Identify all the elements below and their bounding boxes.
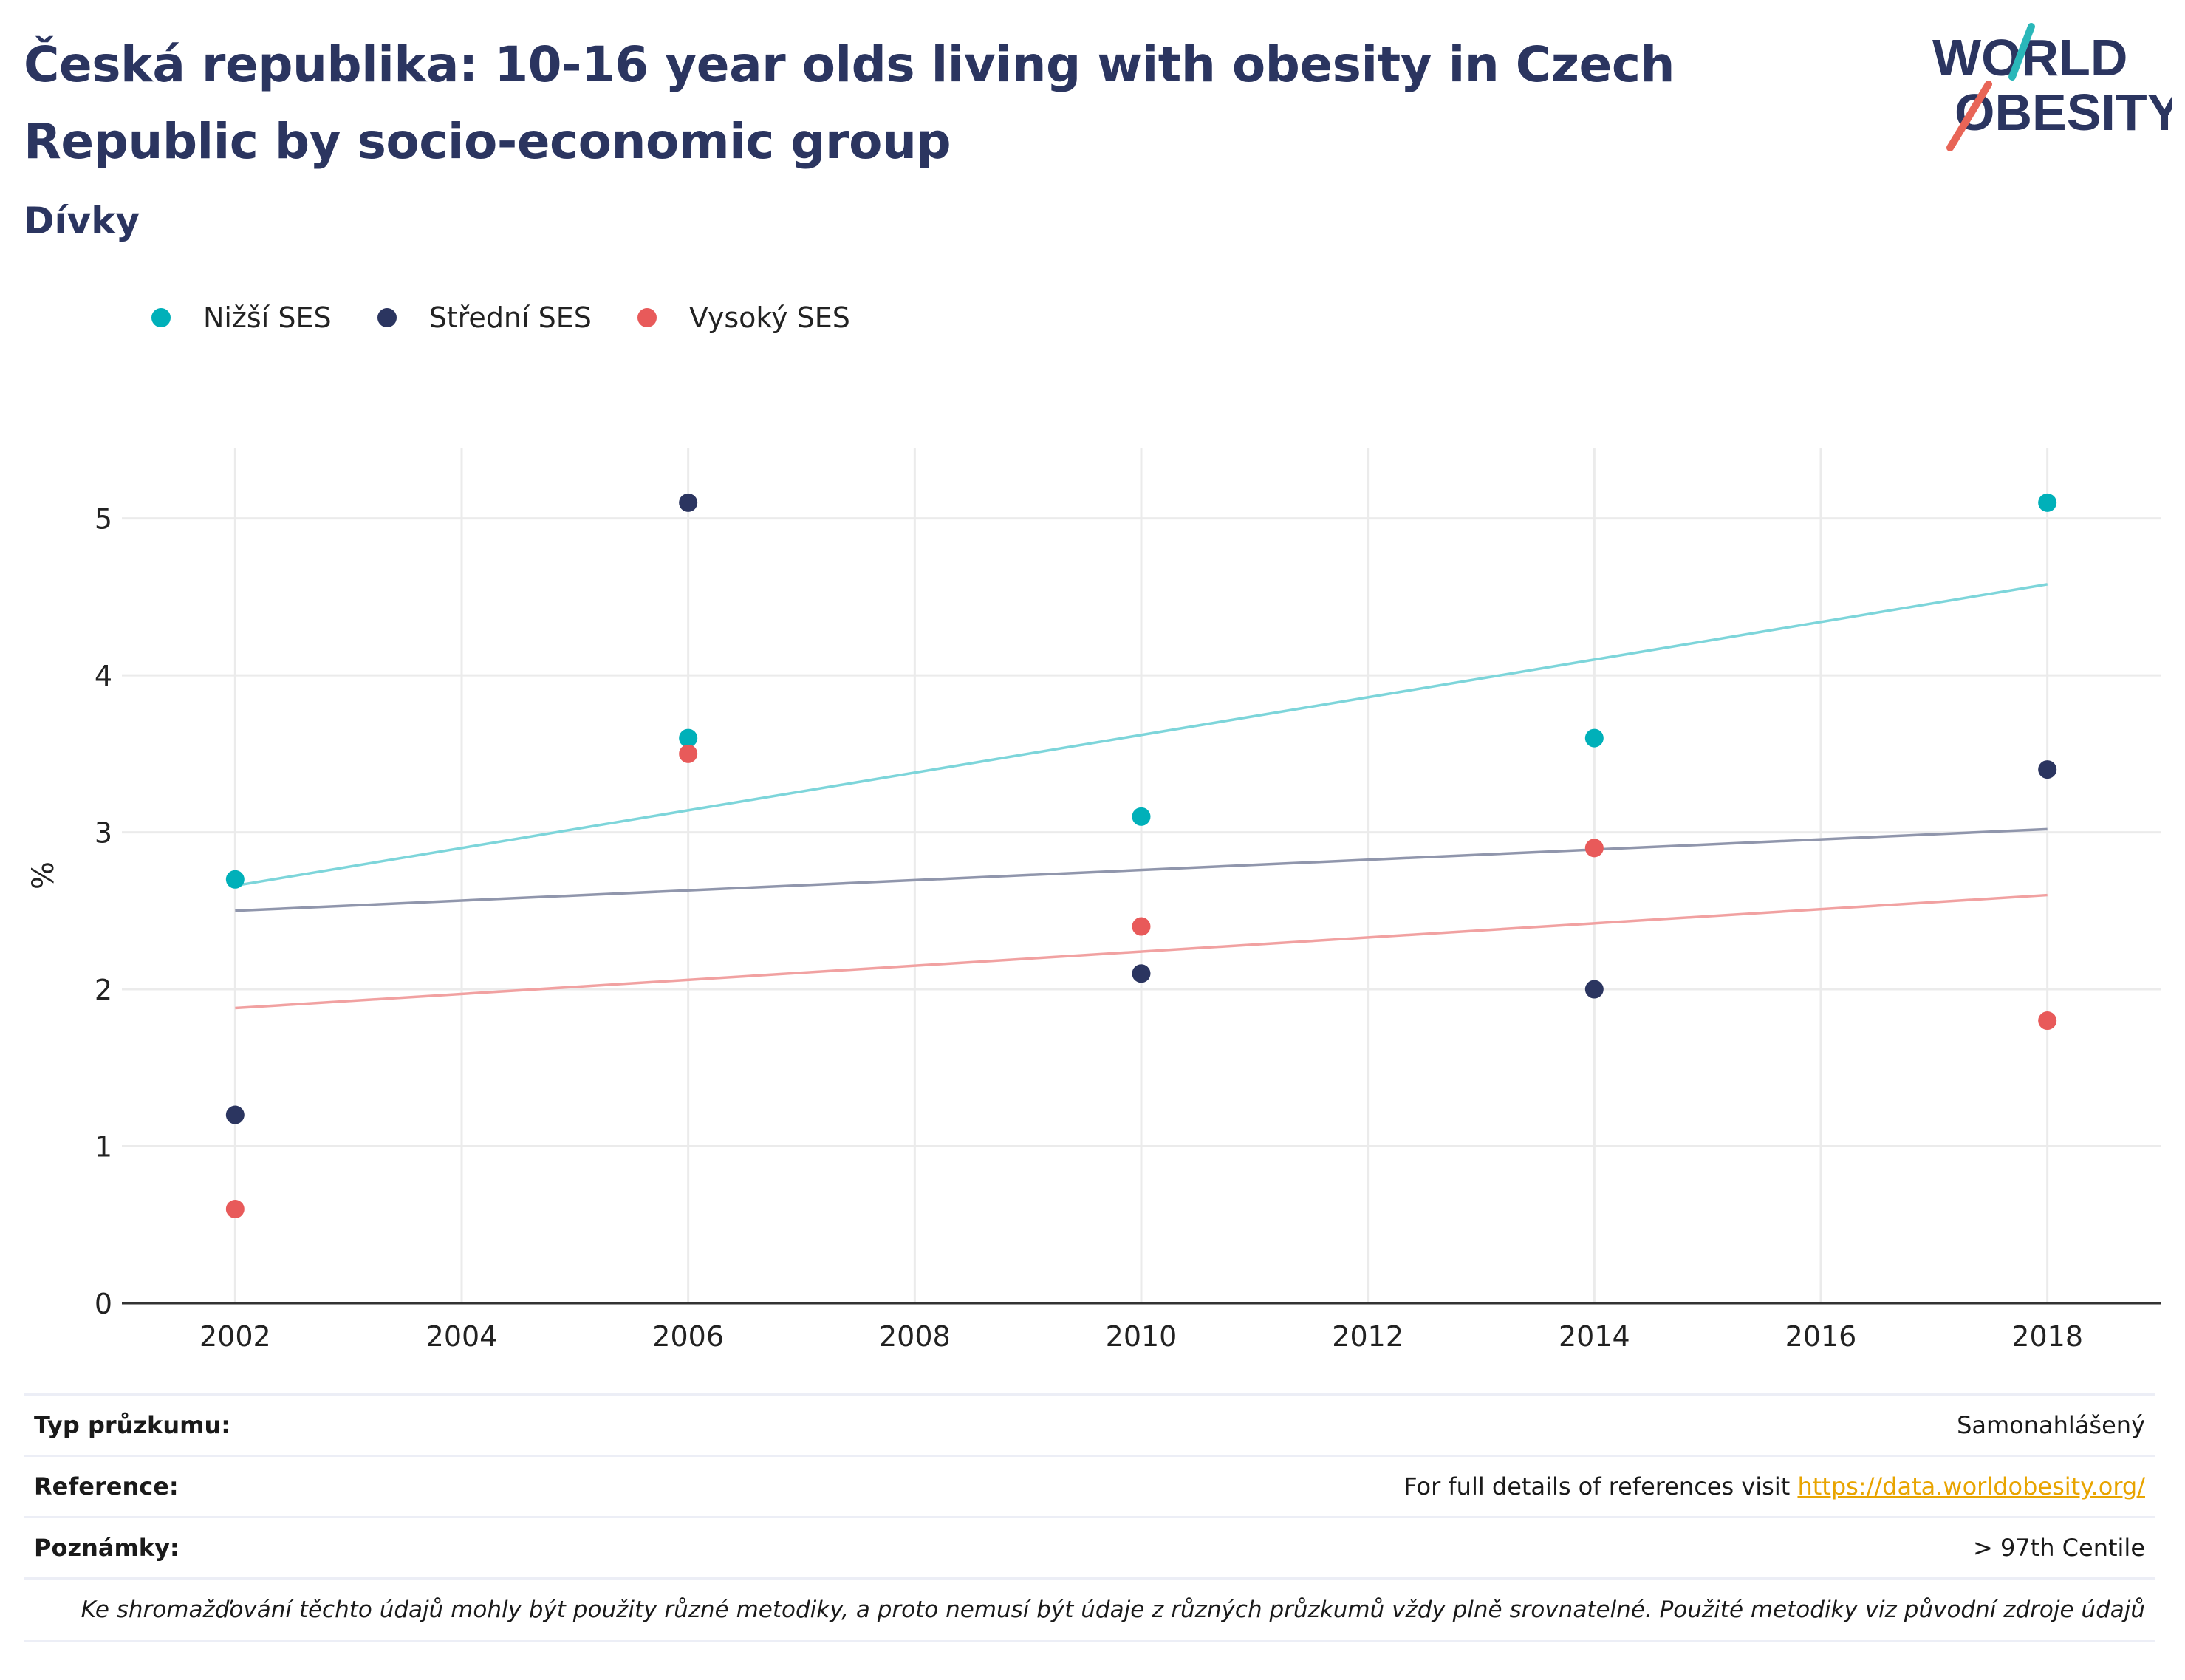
notes-label: Poznámky: bbox=[34, 1534, 179, 1562]
legend-label: Nižší SES bbox=[203, 301, 332, 334]
data-point-series-2 bbox=[2038, 1011, 2057, 1031]
chart-footer: Typ průzkumu: Samonahlášený Reference: F… bbox=[24, 1393, 2155, 1642]
reference-link[interactable]: https://data.worldobesity.org/ bbox=[1797, 1472, 2145, 1500]
data-points bbox=[225, 493, 2057, 1219]
chart-title: Česká republika: 10-16 year olds living … bbox=[24, 36, 1675, 170]
x-tick-label: 2018 bbox=[2011, 1320, 2083, 1353]
data-point-series-2 bbox=[1584, 839, 1604, 858]
logo-word-obesity: OBESITY bbox=[1955, 83, 2172, 141]
legend-label: Střední SES bbox=[428, 301, 592, 334]
data-point-series-2 bbox=[1132, 917, 1151, 936]
legend-item-stredni[interactable]: Střední SES bbox=[377, 301, 592, 334]
data-point-series-1 bbox=[1584, 980, 1604, 999]
reference-text: For full details of references visit bbox=[1403, 1472, 1791, 1500]
data-point-series-1 bbox=[225, 1105, 245, 1124]
y-tick-label: 5 bbox=[95, 503, 112, 536]
x-tick-label: 2008 bbox=[879, 1320, 951, 1353]
y-axis-label: % bbox=[27, 861, 61, 889]
reference-label: Reference: bbox=[34, 1472, 179, 1500]
legend-marker bbox=[637, 308, 657, 327]
y-tick-label: 0 bbox=[95, 1288, 112, 1320]
x-tick-label: 2010 bbox=[1106, 1320, 1177, 1353]
notes-value: > 97th Centile bbox=[1972, 1534, 2145, 1562]
data-point-series-0 bbox=[2038, 493, 2057, 512]
data-point-series-1 bbox=[2038, 760, 2057, 779]
x-tick-label: 2016 bbox=[1785, 1320, 1857, 1353]
y-tick-label: 3 bbox=[95, 817, 112, 850]
world-obesity-logo: WORLD OBESITY bbox=[1932, 23, 2172, 151]
data-point-series-1 bbox=[1132, 964, 1151, 983]
y-tick-label: 2 bbox=[95, 974, 112, 1006]
x-tick-label: 2002 bbox=[199, 1320, 271, 1353]
axes: 2002 2004 2006 2008 2010 2012 2014 2016 2018 0 1 2 3… bbox=[27, 503, 2161, 1353]
methodology-disclaimer: Ke shromažďování těchto údajů mohly být … bbox=[24, 1577, 2155, 1642]
reference-value: For full details of references visit htt… bbox=[1403, 1472, 2145, 1500]
x-tick-label: 2012 bbox=[1332, 1320, 1403, 1353]
data-point-series-0 bbox=[225, 870, 245, 889]
data-point-series-0 bbox=[1132, 807, 1151, 826]
logo-slash-coral bbox=[1946, 81, 1992, 151]
chart-legend: Nižší SES Střední SES Vysoký SES bbox=[151, 296, 896, 340]
trend-lines bbox=[235, 583, 2048, 1010]
legend-item-vysoky[interactable]: Vysoký SES bbox=[637, 301, 850, 334]
data-point-series-2 bbox=[679, 744, 698, 763]
trend-line-series-0 bbox=[235, 583, 2048, 887]
legend-marker bbox=[377, 308, 397, 327]
x-tick-label: 2006 bbox=[652, 1320, 724, 1353]
survey-type-label: Typ průzkumu: bbox=[34, 1411, 231, 1439]
legend-label: Vysoký SES bbox=[688, 301, 850, 334]
data-point-series-1 bbox=[679, 493, 698, 512]
x-tick-label: 2014 bbox=[1559, 1320, 1630, 1353]
y-tick-label: 1 bbox=[95, 1131, 112, 1164]
grid bbox=[122, 448, 2161, 1303]
x-tick-label: 2004 bbox=[426, 1320, 498, 1353]
logo-slash-teal bbox=[2008, 23, 2035, 81]
data-point-series-0 bbox=[1584, 728, 1604, 748]
data-point-series-2 bbox=[225, 1200, 245, 1219]
reference-row: Reference: For full details of reference… bbox=[24, 1455, 2155, 1516]
chart-subtitle: Dívky bbox=[24, 199, 140, 242]
survey-type-row: Typ průzkumu: Samonahlášený bbox=[24, 1393, 2155, 1455]
data-point-series-0 bbox=[679, 728, 698, 748]
y-tick-label: 4 bbox=[95, 660, 112, 692]
legend-marker bbox=[151, 308, 171, 327]
trend-line-series-2 bbox=[235, 893, 2048, 1010]
scatter-chart: 2002 2004 2006 2008 2010 2012 2014 2016 2018 0 1 2 3… bbox=[27, 448, 2161, 1353]
notes-row: Poznámky: > 97th Centile bbox=[24, 1516, 2155, 1577]
legend-item-nizsi[interactable]: Nižší SES bbox=[151, 301, 332, 334]
survey-type-value: Samonahlášený bbox=[1957, 1411, 2145, 1439]
trend-line-series-1 bbox=[235, 827, 2048, 912]
